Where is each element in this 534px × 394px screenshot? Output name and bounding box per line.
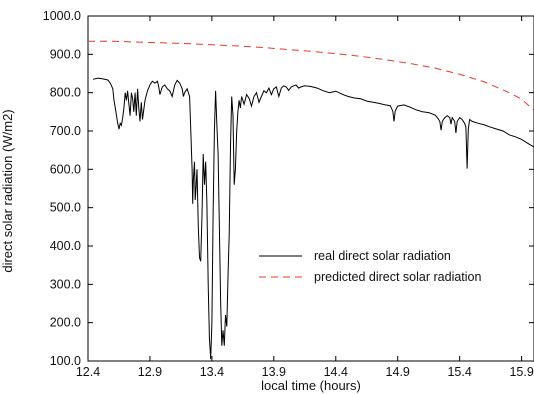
y-tick-labels: 100.0 200.0 300.0 400.0 500.0 600.0 700.0 800.0… <box>43 9 81 368</box>
tick-marks <box>87 15 534 362</box>
y-tick-label: 500.0 <box>50 201 81 215</box>
y-tick-label: 300.0 <box>50 277 81 291</box>
x-axis-label: local time (hours) <box>261 378 361 393</box>
y-tick-label: 900.0 <box>50 47 81 61</box>
y-tick-label: 100.0 <box>50 354 81 368</box>
y-tick-label: 600.0 <box>50 162 81 176</box>
x-tick-label: 15.9 <box>509 365 533 379</box>
plot-frame <box>87 15 534 362</box>
x-tick-label: 13.9 <box>262 365 286 379</box>
axes <box>87 15 534 362</box>
series-line-real <box>92 77 534 360</box>
x-tick-label: 15.4 <box>447 365 471 379</box>
y-tick-label: 700.0 <box>50 124 81 138</box>
x-tick-label: 12.4 <box>76 365 100 379</box>
legend-label-real: real direct solar radiation <box>314 249 451 263</box>
x-tick-label: 12.9 <box>138 365 162 379</box>
x-tick-label: 14.4 <box>324 365 348 379</box>
y-axis-label: direct solar radiation (W/m2) <box>0 109 15 272</box>
x-tick-label: 14.9 <box>386 365 410 379</box>
y-tick-label: 800.0 <box>50 86 81 100</box>
y-tick-label: 200.0 <box>50 316 81 330</box>
x-tick-labels: 12.4 12.9 13.4 13.9 14.4 14.9 15.4 15.9 <box>76 365 534 379</box>
y-tick-label: 1000.0 <box>43 9 81 23</box>
y-tick-label: 400.0 <box>50 239 81 253</box>
x-tick-label: 13.4 <box>200 365 224 379</box>
legend: real direct solar radiation predicted di… <box>259 249 481 284</box>
series-line-predicted <box>88 40 534 111</box>
series-lines <box>88 40 534 360</box>
legend-label-predicted: predicted direct solar radiation <box>314 270 481 284</box>
